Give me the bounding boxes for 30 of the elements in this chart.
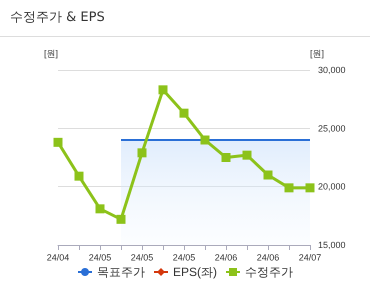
point — [284, 183, 294, 192]
point — [200, 136, 210, 144]
point — [54, 138, 62, 147]
y2-axis-title: [원] — [310, 48, 324, 58]
x-tick-label: 24/05 — [172, 252, 196, 262]
point — [116, 214, 126, 224]
point — [242, 150, 252, 160]
y2-tick-label: 30,000 — [318, 65, 346, 75]
legend-label: 수정주가 — [245, 265, 293, 279]
legend-label: EPS(좌) — [173, 265, 218, 279]
x-tick-label: 24/06 — [256, 252, 280, 262]
x-tick-label: 24/04 — [46, 252, 70, 262]
x-tick-label: 24/07 — [298, 252, 322, 262]
y2-tick-label: 15,000 — [318, 240, 346, 250]
point — [96, 204, 104, 214]
y2-tick-label: 20,000 — [318, 182, 346, 192]
point — [158, 85, 168, 94]
legend-label: 목표주가 — [97, 265, 145, 279]
y2-tick-label: 25,000 — [318, 123, 346, 134]
x-tick-label: 24/05 — [130, 252, 154, 262]
point — [74, 172, 84, 181]
point — [264, 170, 272, 180]
y-axis-title: [원] — [44, 48, 58, 58]
chart-title: 수정주가 & EPS — [0, 0, 370, 37]
point — [222, 153, 230, 162]
point — [180, 108, 188, 118]
point — [138, 148, 146, 158]
point — [306, 183, 314, 192]
x-tick-label: 24/06 — [214, 252, 238, 262]
x-tick-label: 24/05 — [88, 252, 112, 262]
